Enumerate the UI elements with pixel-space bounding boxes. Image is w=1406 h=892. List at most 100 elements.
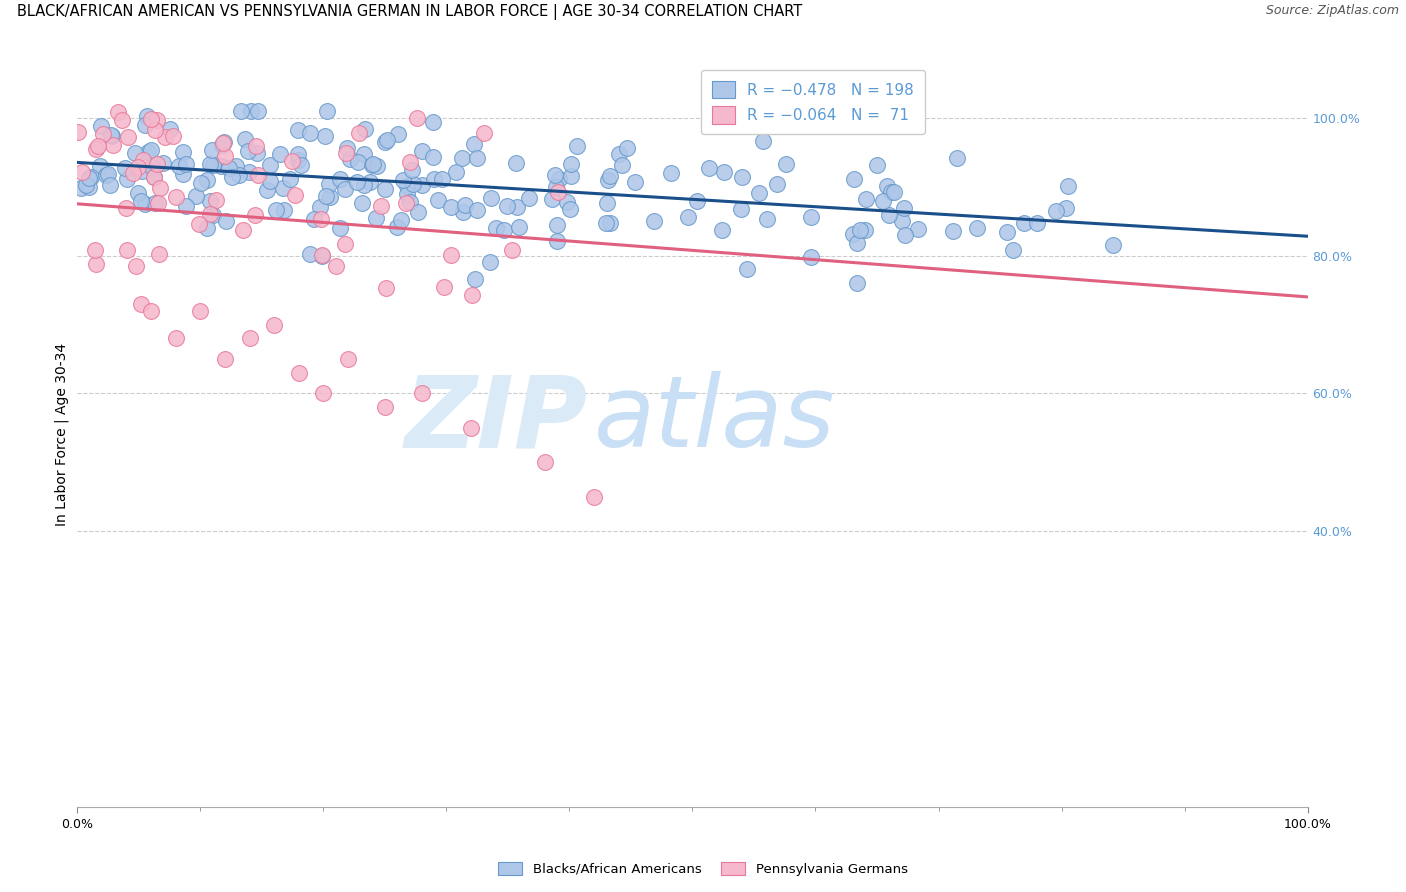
Point <box>337 351 360 366</box>
Point <box>399 154 422 169</box>
Point <box>463 136 485 151</box>
Point <box>560 169 582 183</box>
Point <box>146 112 169 127</box>
Point <box>451 151 474 165</box>
Point <box>247 103 270 118</box>
Point <box>846 277 869 291</box>
Point <box>517 191 540 205</box>
Point <box>278 171 301 186</box>
Point <box>215 214 238 228</box>
Point <box>211 137 233 152</box>
Point <box>89 159 111 173</box>
Point <box>464 272 486 286</box>
Point <box>70 165 93 179</box>
Point <box>165 331 187 345</box>
Point <box>876 179 898 194</box>
Point <box>155 130 177 145</box>
Point <box>131 153 153 167</box>
Point <box>273 203 295 218</box>
Point <box>1026 216 1049 230</box>
Point <box>352 196 374 211</box>
Point <box>201 143 224 157</box>
Point <box>97 167 120 181</box>
Point <box>134 119 156 133</box>
Point <box>212 136 235 150</box>
Point <box>75 178 97 193</box>
Point <box>124 146 146 161</box>
Point <box>370 198 392 212</box>
Point <box>756 211 779 226</box>
Point <box>494 222 516 236</box>
Point <box>408 204 430 219</box>
Point <box>335 237 357 252</box>
Point <box>465 203 488 218</box>
Point <box>77 179 100 194</box>
Point <box>596 195 619 210</box>
Point <box>66 125 89 139</box>
Point <box>374 135 396 149</box>
Point <box>84 256 107 270</box>
Point <box>239 331 262 345</box>
Point <box>335 146 357 161</box>
Point <box>184 189 207 203</box>
Point <box>125 259 148 273</box>
Point <box>440 248 463 262</box>
Point <box>141 143 163 157</box>
Point <box>335 141 357 155</box>
Point <box>287 153 309 168</box>
Point <box>122 166 145 180</box>
Point <box>96 169 118 183</box>
Point <box>353 178 375 192</box>
Point <box>398 195 420 210</box>
Point <box>311 249 333 263</box>
Point <box>205 193 228 207</box>
Point <box>233 131 256 145</box>
Point <box>422 115 444 129</box>
Point <box>281 154 304 169</box>
Point <box>377 133 399 147</box>
Point <box>427 194 450 208</box>
Point <box>333 182 356 196</box>
Point <box>198 157 221 171</box>
Point <box>347 155 370 169</box>
Point <box>256 183 278 197</box>
Point <box>211 136 233 150</box>
Point <box>190 303 212 318</box>
Point <box>423 171 446 186</box>
Point <box>1056 178 1078 193</box>
Point <box>1102 238 1125 252</box>
Point <box>79 171 101 186</box>
Point <box>800 250 823 264</box>
Point <box>266 202 288 217</box>
Point <box>402 177 425 191</box>
Point <box>319 190 342 204</box>
Point <box>501 244 523 258</box>
Point <box>245 146 267 161</box>
Point <box>136 109 159 123</box>
Legend: Blacks/African Americans, Pennsylvania Germans: Blacks/African Americans, Pennsylvania G… <box>494 856 912 881</box>
Point <box>1012 216 1035 230</box>
Legend: R = −0.478   N = 198, R = −0.064   N =  71: R = −0.478 N = 198, R = −0.064 N = 71 <box>702 70 925 135</box>
Point <box>565 138 588 153</box>
Point <box>505 200 527 214</box>
Point <box>411 144 433 158</box>
Point <box>883 185 905 199</box>
Point <box>877 208 900 222</box>
Point <box>84 243 107 257</box>
Point <box>595 216 617 230</box>
Point <box>287 146 309 161</box>
Point <box>200 207 222 221</box>
Point <box>547 185 569 199</box>
Point <box>432 172 454 186</box>
Point <box>159 122 181 136</box>
Point <box>433 280 456 294</box>
Point <box>361 158 384 172</box>
Point <box>214 149 236 163</box>
Point <box>284 188 307 202</box>
Point <box>145 122 167 136</box>
Point <box>396 178 419 193</box>
Point <box>374 401 396 415</box>
Point <box>339 152 361 166</box>
Point <box>747 186 769 201</box>
Point <box>353 147 375 161</box>
